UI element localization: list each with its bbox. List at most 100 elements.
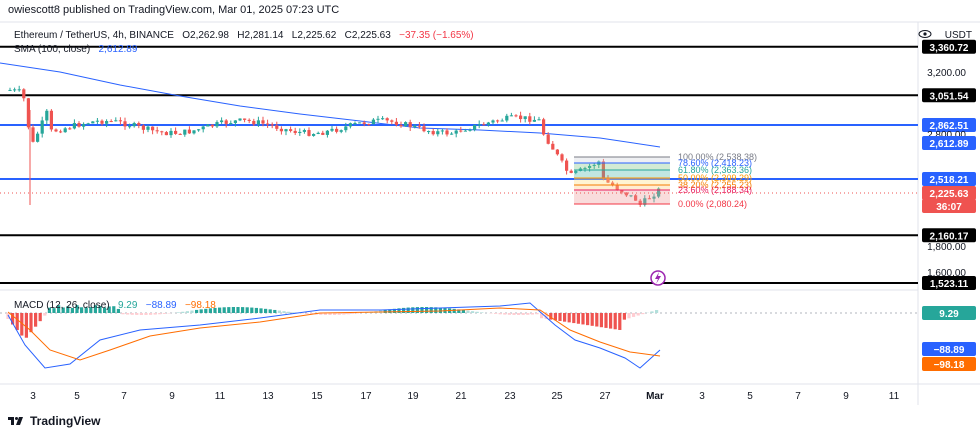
macd-histogram-bar xyxy=(650,311,654,313)
macd-tag-bg xyxy=(922,306,976,320)
candle-body xyxy=(362,122,366,124)
candle-body xyxy=(54,129,58,132)
time-axis-label: 5 xyxy=(74,391,80,402)
macd-histogram-bar xyxy=(558,313,562,321)
macd-histogram-bar xyxy=(241,307,245,313)
candle-body xyxy=(215,122,219,127)
macd-histogram-bar xyxy=(397,308,401,313)
macd-histogram-bar xyxy=(250,307,254,313)
symbol-name[interactable]: Ethereum / TetherUS, 4h, BINANCE xyxy=(14,30,174,41)
macd-histogram-bar xyxy=(342,313,346,315)
candle-body xyxy=(187,129,191,134)
macd-histogram-bar xyxy=(337,313,341,315)
macd-histogram-bar xyxy=(107,306,111,313)
publisher-info: owiescott8 published on TradingView.com,… xyxy=(8,4,340,16)
macd-histogram-bar xyxy=(425,307,429,313)
fib-level-label: 38.20% (2,255.23) xyxy=(678,180,752,190)
candle-body xyxy=(22,89,26,99)
candle-body xyxy=(353,123,357,125)
candle-body xyxy=(174,130,178,134)
macd-histogram-bar xyxy=(590,313,594,326)
macd-histogram-bar xyxy=(310,313,314,315)
macd-histogram-bar xyxy=(434,307,438,313)
candle-body xyxy=(330,128,334,131)
macd-histogram-bar xyxy=(254,307,258,313)
macd-histogram-bar xyxy=(641,313,645,315)
candle-body xyxy=(454,130,458,134)
candle-body xyxy=(279,128,283,132)
macd-legend[interactable]: MACD (12, 26, close) 9.29 −88.89 −98.18 xyxy=(14,300,216,311)
macd-histogram-bar xyxy=(29,313,33,333)
macd-line-value: −88.89 xyxy=(145,300,177,311)
candle-body xyxy=(160,131,164,133)
macd-histogram-bar xyxy=(563,313,567,322)
level-tag-label: 1,523.11 xyxy=(930,279,969,290)
candle-body xyxy=(72,123,76,129)
macd-histogram-bar xyxy=(429,307,433,313)
candle-body xyxy=(123,121,127,127)
macd-histogram-bar xyxy=(116,308,120,313)
candle-body xyxy=(128,126,132,128)
macd-histogram-bar xyxy=(517,313,521,315)
candle-body xyxy=(399,124,403,127)
candle-body xyxy=(256,120,260,125)
candle-body xyxy=(450,133,454,135)
level-tag-label: 3,360.72 xyxy=(930,43,969,54)
price-tag-bg xyxy=(922,199,976,213)
macd-histogram-bar xyxy=(43,313,47,316)
candle-body xyxy=(555,149,559,155)
candle-body xyxy=(574,170,578,173)
macd-histogram-bar xyxy=(66,306,70,313)
symbol-ohlc-row: Ethereum / TetherUS, 4h, BINANCE O2,262.… xyxy=(14,30,474,41)
eye-pupil xyxy=(923,32,927,36)
macd-histogram-bar xyxy=(190,310,194,313)
macd-histogram-bar xyxy=(655,310,659,313)
price-tick-label: 1,600.00 xyxy=(927,268,966,279)
macd-histogram-bar xyxy=(420,307,424,313)
candle-body xyxy=(569,170,573,173)
ohlc-low: L2,225.62 xyxy=(291,30,337,41)
candle-body xyxy=(307,130,311,136)
fib-band xyxy=(574,178,670,185)
candle-body xyxy=(583,167,587,169)
candle-body xyxy=(114,120,118,122)
macd-histogram-bar xyxy=(512,313,516,315)
macd-signal-line xyxy=(7,307,661,361)
candle-body xyxy=(197,129,201,131)
fib-level-label: 100.00% (2,538.38) xyxy=(678,152,757,162)
macd-histogram-bar xyxy=(595,313,599,327)
macd-histogram-bar xyxy=(415,307,419,313)
macd-histogram-bar xyxy=(609,313,613,329)
currency-label[interactable]: USDT xyxy=(944,30,972,41)
candle-body xyxy=(344,126,348,131)
candle-body xyxy=(63,128,67,133)
macd-histogram-bar xyxy=(291,312,295,313)
time-axis-label: 19 xyxy=(407,391,419,402)
price-tick-label: 3,200.00 xyxy=(927,68,966,79)
candle-body xyxy=(77,123,81,127)
macd-histogram-bar xyxy=(494,313,498,314)
candle-body xyxy=(220,120,224,123)
sma-legend[interactable]: SMA (100, close) 2,612.89 xyxy=(14,44,137,55)
sma-label: SMA (100, close) xyxy=(14,44,91,55)
candle-body xyxy=(132,123,136,127)
ohlc-open: O2,262.98 xyxy=(182,30,229,41)
candle-body xyxy=(229,123,233,125)
candle-body xyxy=(422,126,426,132)
time-axis-label: 17 xyxy=(360,391,372,402)
candle-body xyxy=(275,125,279,129)
candle-body xyxy=(371,119,375,125)
visibility-eye-icon xyxy=(918,30,932,38)
candle-body xyxy=(560,154,564,161)
candle-body xyxy=(519,115,523,120)
macd-histogram-bar xyxy=(47,307,51,313)
macd-histogram-bar xyxy=(57,305,61,313)
time-axis-label: 23 xyxy=(504,391,516,402)
candle-body xyxy=(316,132,320,135)
ohlc-high: H2,281.14 xyxy=(237,30,284,41)
time-axis-label: 25 xyxy=(551,391,563,402)
macd-histogram-bar xyxy=(11,313,15,325)
macd-histogram-bar xyxy=(213,307,217,313)
